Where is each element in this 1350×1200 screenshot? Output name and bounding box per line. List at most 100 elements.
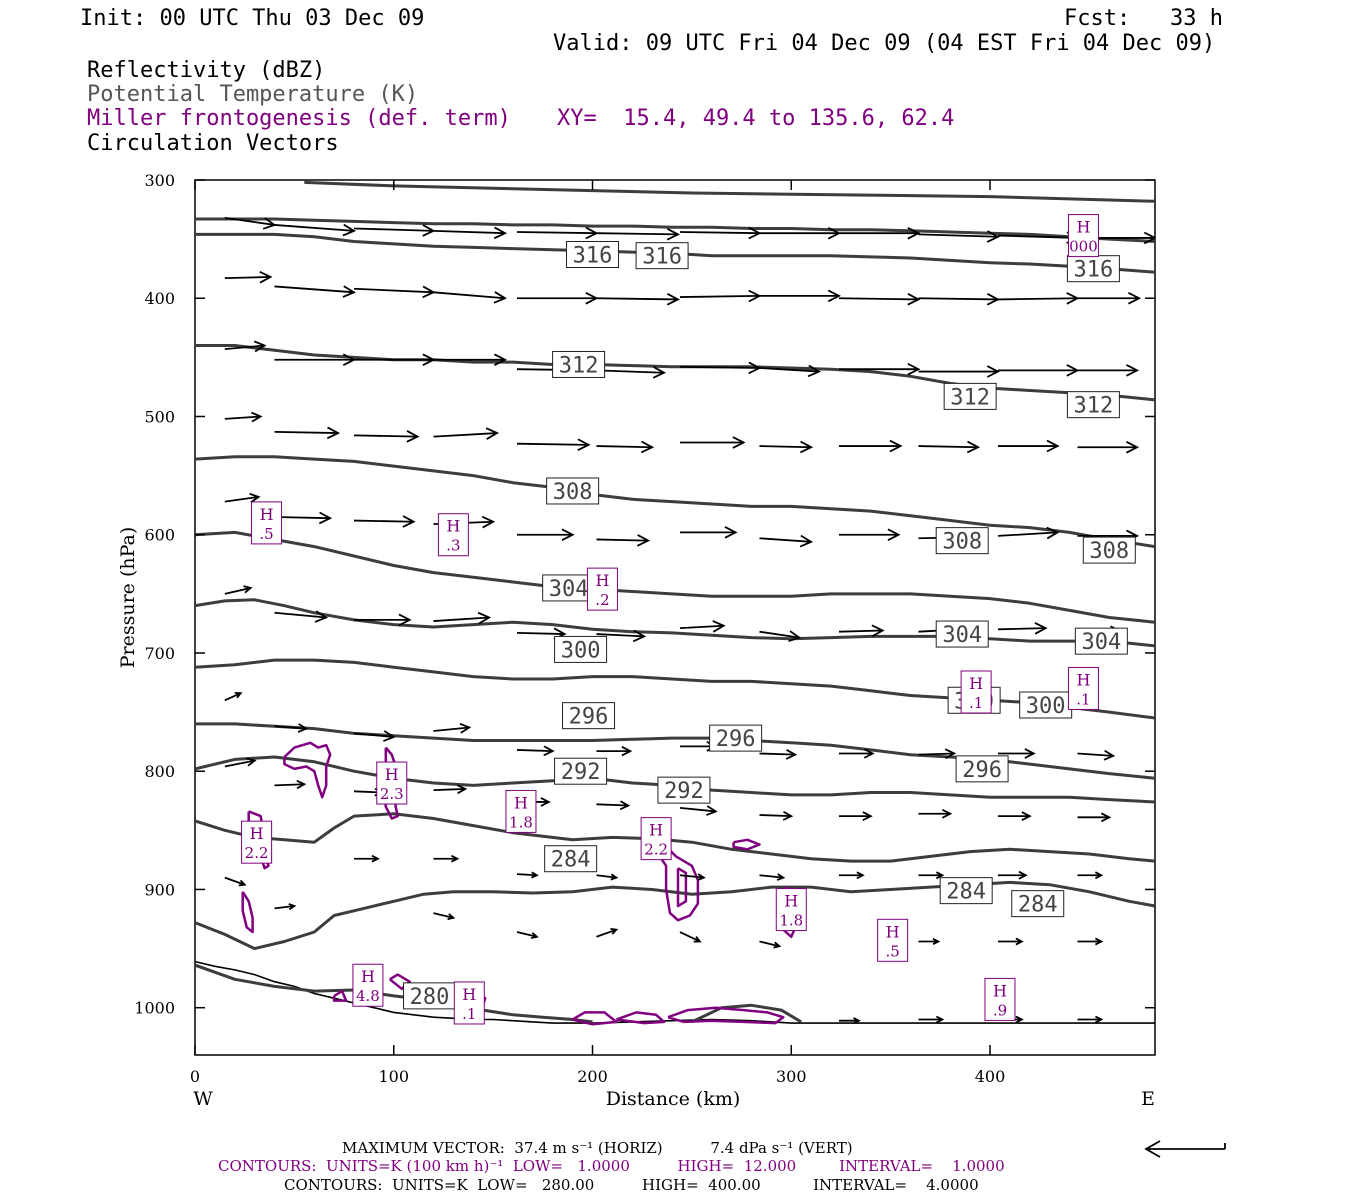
circulation-vector — [353, 515, 416, 528]
circulation-vector — [759, 364, 822, 378]
svg-text:H: H — [1076, 670, 1090, 689]
circulation-vector — [679, 805, 718, 816]
theta-label: 304 — [542, 574, 596, 602]
svg-text:.2: .2 — [595, 591, 609, 609]
circulation-vector — [679, 526, 738, 539]
circulation-vector — [224, 585, 253, 595]
theta-contour-280 — [691, 1003, 802, 1024]
svg-text:400: 400 — [144, 289, 175, 308]
svg-text:100: 100 — [378, 1067, 409, 1086]
svg-text:284: 284 — [551, 848, 591, 873]
circulation-vector — [759, 630, 802, 643]
theta-contour-308 — [195, 530, 1155, 624]
circulation-vector — [596, 440, 655, 454]
circulation-vector — [516, 528, 575, 541]
circulation-vector — [516, 438, 591, 451]
circulation-vector — [997, 622, 1048, 635]
theta-contour-312 — [195, 455, 1155, 549]
circulation-vector — [274, 779, 307, 790]
svg-text:400: 400 — [975, 1067, 1006, 1086]
init-time: Init: 00 UTC Thu 03 Dec 09 — [80, 6, 425, 31]
circulation-vector — [596, 629, 647, 643]
circulation-vector — [224, 757, 257, 768]
svg-text:H: H — [385, 765, 399, 784]
circulation-vector — [433, 291, 508, 304]
circulation-vector — [1077, 871, 1104, 880]
circulation-vector — [433, 427, 500, 440]
theta-label: 280 — [403, 982, 457, 1010]
circulation-vector — [354, 613, 412, 627]
circulation-vector — [224, 270, 273, 284]
circulation-vector — [516, 745, 555, 757]
svg-text:000: 000 — [1069, 238, 1098, 256]
svg-text:296: 296 — [569, 705, 609, 730]
frontogenesis-contour — [615, 1011, 666, 1025]
contour-labels: 316 316 316 312 312 312 308 308 308 304 304 304 300 3… — [241, 214, 1136, 1025]
circulation-vector — [838, 362, 921, 376]
y-tick-500: 500 — [144, 407, 1155, 426]
theta-label: 284 — [939, 877, 993, 905]
svg-text:300: 300 — [1026, 694, 1066, 719]
svg-text:0: 0 — [190, 1067, 200, 1086]
svg-text:308: 308 — [1089, 539, 1129, 564]
y-tick-1000: 1000 — [134, 999, 1155, 1018]
theta-label: 308 — [935, 527, 989, 555]
west-label: W — [193, 1088, 213, 1110]
x-tick-200: 200 — [577, 180, 608, 1086]
cross-section-endpoints: XY= 15.4, 49.4 to 135.6, 62.4 — [557, 106, 955, 131]
forecast-hour: Fcst: 33 h — [1064, 6, 1223, 31]
axes: 300 400 500 600 700 800 900 1000 0 100 200 300 400 Di… — [117, 171, 1155, 1110]
circulation-vector — [433, 912, 456, 921]
svg-text:296: 296 — [962, 758, 1002, 783]
circulation-vector — [274, 426, 341, 440]
svg-text:2.2: 2.2 — [644, 841, 668, 859]
theta-label: 316 — [635, 242, 689, 270]
circulation-vector — [433, 784, 468, 795]
circulation-vector — [918, 440, 981, 454]
svg-text:H: H — [1076, 218, 1090, 237]
circulation-vector — [596, 873, 619, 881]
frontogenesis-max-label: H.1 — [1067, 666, 1099, 710]
svg-text:2.3: 2.3 — [380, 785, 404, 803]
circulation-vector — [759, 440, 814, 454]
theta-label: 312 — [943, 382, 997, 410]
svg-text:300: 300 — [561, 638, 601, 663]
svg-text:312: 312 — [950, 385, 990, 410]
svg-text:304: 304 — [942, 623, 982, 648]
circulation-vector — [838, 226, 921, 240]
circulation-vector — [997, 937, 1024, 946]
x-tick-100: 100 — [378, 180, 409, 1086]
svg-text:1.8: 1.8 — [779, 912, 803, 930]
svg-text:.1: .1 — [1076, 690, 1090, 708]
frontogenesis-max-label: H.2 — [586, 567, 618, 611]
circulation-vector — [224, 340, 267, 353]
circulation-vector — [274, 903, 297, 911]
svg-text:H: H — [649, 821, 663, 840]
circulation-vector — [679, 436, 746, 449]
circulation-vector — [1077, 440, 1140, 454]
svg-text:292: 292 — [664, 779, 704, 804]
svg-text:300: 300 — [776, 1067, 807, 1086]
theta-label: 312 — [552, 350, 606, 378]
y-tick-600: 600 — [144, 526, 1155, 545]
frontogenesis-contour — [332, 989, 348, 1002]
circulation-vector — [433, 854, 460, 863]
circulation-vector — [918, 937, 941, 946]
y-tick-400: 400 — [144, 289, 1155, 308]
x-tick-400: 400 — [975, 180, 1006, 1086]
svg-text:H: H — [462, 985, 476, 1004]
circulation-vector — [759, 811, 794, 821]
svg-text:H: H — [514, 793, 528, 812]
circulation-vector — [997, 811, 1032, 821]
theta-label: 300 — [1019, 691, 1073, 719]
circulation-vector — [224, 691, 243, 702]
circulation-vector — [918, 871, 945, 880]
svg-text:300: 300 — [144, 171, 175, 190]
svg-text:280: 280 — [410, 985, 450, 1010]
theta-label: 292 — [657, 776, 711, 804]
circulation-vector — [679, 873, 706, 881]
x-tick-0: 0 — [190, 180, 200, 1086]
circulation-vector — [759, 534, 814, 548]
svg-text:700: 700 — [144, 644, 175, 663]
